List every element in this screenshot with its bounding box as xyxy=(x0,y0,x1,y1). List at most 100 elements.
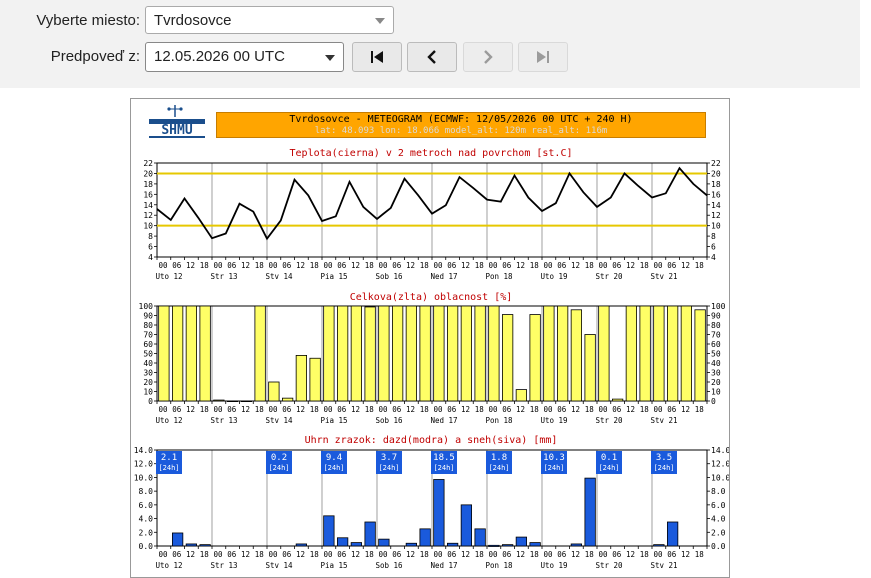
cloudiness-bar xyxy=(295,355,307,402)
precip-hour-label: 12 xyxy=(571,550,580,559)
first-forecast-button[interactable] xyxy=(352,42,402,72)
cloudiness-bar xyxy=(529,314,541,402)
precipitation-bar xyxy=(446,542,459,547)
precip-hour-label: 00 xyxy=(378,550,388,559)
cloud-hour-label: 12 xyxy=(241,405,250,414)
cloud-y-tick-label: 0 xyxy=(711,397,716,406)
temp-hour-label: 00 xyxy=(158,261,168,270)
cloudiness-bar xyxy=(625,305,637,402)
temp-hour-label: 06 xyxy=(447,261,457,270)
precip-day-label: Uto 19 xyxy=(540,561,567,570)
temperature-point xyxy=(238,203,241,205)
precipitation-bar xyxy=(364,521,376,547)
temp-y-tick-label: 12 xyxy=(143,211,153,220)
cloud-hour-label: 12 xyxy=(516,405,525,414)
precip-day-label: Stv 21 xyxy=(650,561,677,570)
temperature-point xyxy=(596,206,598,208)
temperature-point xyxy=(266,238,268,240)
cloudiness-bar xyxy=(158,305,170,402)
cloudiness-bar xyxy=(501,314,514,402)
daily-total-badge xyxy=(266,451,292,474)
precip-hour-label: 18 xyxy=(585,550,595,559)
temp-hour-label: 12 xyxy=(516,261,525,270)
shmu-logo: SHMU xyxy=(149,105,205,138)
temp-day-label: Str 20 xyxy=(595,272,623,281)
daily-total-unit: [24h] xyxy=(543,464,564,472)
last-forecast-button[interactable] xyxy=(518,42,568,72)
precip-hour-label: 18 xyxy=(530,550,540,559)
daily-total-unit: [24h] xyxy=(653,464,674,472)
temp-day-label: Uto 19 xyxy=(540,272,567,281)
temp-y-tick-label: 4 xyxy=(711,253,716,262)
skip-last-icon xyxy=(537,51,549,63)
temperature-point xyxy=(610,196,612,199)
cloud-y-tick-label: 20 xyxy=(143,378,153,387)
cloud-hour-label: 18 xyxy=(255,405,265,414)
temp-hour-label: 06 xyxy=(612,261,622,270)
temp-hour-label: 00 xyxy=(433,261,443,270)
precip-hour-label: 12 xyxy=(461,550,470,559)
cloud-hour-label: 06 xyxy=(557,405,567,414)
chevron-down-icon xyxy=(325,55,335,61)
temp-hour-label: 06 xyxy=(282,261,292,270)
cloudiness-bar xyxy=(391,305,404,402)
cloudiness-bar xyxy=(364,306,376,402)
daily-total-value: 0.1 xyxy=(601,453,617,463)
temp-hour-label: 18 xyxy=(310,261,320,270)
precip-hour-label: 18 xyxy=(365,550,375,559)
precipitation-bar xyxy=(378,538,390,547)
temperature-point xyxy=(582,191,584,193)
temp-hour-label: 18 xyxy=(585,261,595,270)
precip-hour-label: 18 xyxy=(255,550,265,559)
forecast-select[interactable]: 12.05.2026 00 UTC xyxy=(145,42,344,72)
cloud-y-tick-label: 60 xyxy=(143,340,153,349)
place-select-value: Tvrdosovce xyxy=(154,12,232,29)
cloud-y-tick-label: 80 xyxy=(143,321,153,330)
chevron-right-icon xyxy=(484,50,493,64)
temp-y-tick-label: 18 xyxy=(143,180,153,189)
forecast-label: Predpoveď z: xyxy=(50,48,140,65)
precipitation-chart: 0.0 0.0 2.0 2.0 4.0 4.0 6.0 6.0 8.0 8.0 10.0 10.0 12… xyxy=(134,446,730,570)
precip-y-tick-label: 8.0 xyxy=(711,487,726,496)
cloudiness-bar xyxy=(584,334,596,402)
daily-total-unit: [24h] xyxy=(488,464,509,472)
cloud-hour-label: 18 xyxy=(695,405,705,414)
place-select[interactable]: Tvrdosovce xyxy=(145,6,394,34)
cloudiness-bar xyxy=(378,305,390,402)
precip-hour-label: 18 xyxy=(200,550,210,559)
precip-y-tick-label: 0.0 xyxy=(139,542,154,551)
cloudiness-bar xyxy=(446,305,459,402)
precip-hour-label: 12 xyxy=(296,550,305,559)
precip-y-tick-label: 14.0 xyxy=(711,446,730,455)
cloudiness-bar xyxy=(460,305,472,402)
chevron-down-icon xyxy=(375,18,385,24)
next-forecast-button[interactable] xyxy=(463,42,513,72)
temp-hour-label: 06 xyxy=(557,261,567,270)
daily-total-unit: [24h] xyxy=(378,464,399,472)
temperature-point xyxy=(197,217,199,219)
cloud-y-tick-label: 80 xyxy=(711,321,721,330)
cloud-plot-frame xyxy=(156,305,708,402)
temp-hour-label: 00 xyxy=(543,261,553,270)
temp-hour-label: 06 xyxy=(227,261,237,270)
previous-forecast-button[interactable] xyxy=(407,42,457,72)
daily-total-value: 3.7 xyxy=(381,453,397,463)
temp-hour-label: 00 xyxy=(213,261,223,270)
temp-hour-label: 00 xyxy=(598,261,608,270)
cloud-hour-label: 12 xyxy=(296,405,305,414)
cloud-hour-label: 12 xyxy=(351,405,360,414)
temp-day-label: Sob 16 xyxy=(375,272,403,281)
cloud-hour-label: 06 xyxy=(392,405,402,414)
temperature-point xyxy=(555,202,557,204)
temp-hour-label: 06 xyxy=(172,261,182,270)
precip-hour-label: 06 xyxy=(502,550,512,559)
temperature-point xyxy=(513,174,516,177)
precip-hour-label: 12 xyxy=(351,550,360,559)
temp-y-tick-label: 8 xyxy=(148,232,153,241)
precip-hour-label: 00 xyxy=(213,550,223,559)
precip-hour-label: 00 xyxy=(158,550,168,559)
cloud-day-label: Sob 16 xyxy=(375,416,403,425)
precip-hour-label: 12 xyxy=(681,550,690,559)
temp-y-tick-label: 14 xyxy=(711,201,721,210)
temp-hour-label: 06 xyxy=(667,261,677,270)
